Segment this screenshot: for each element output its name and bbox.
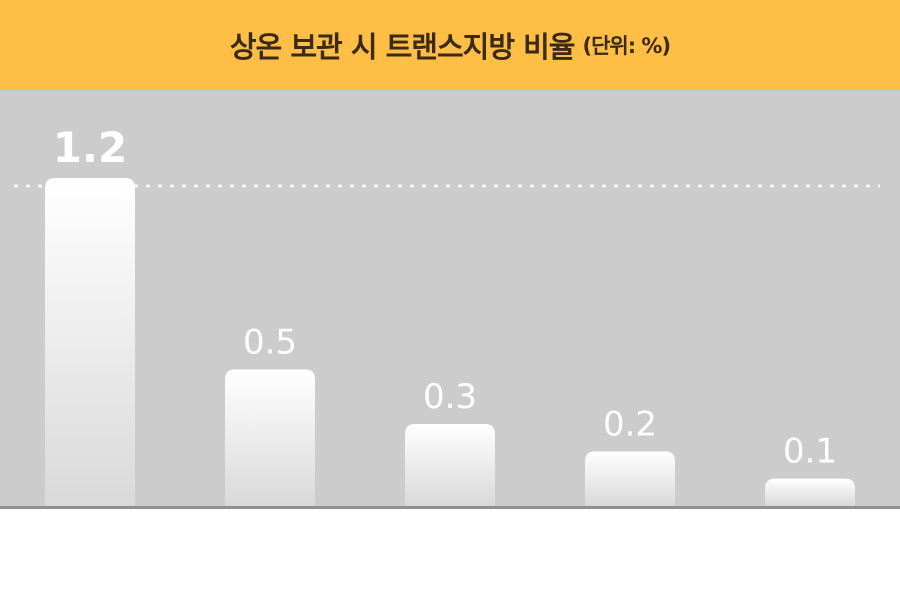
- value-label-2: 0.5: [243, 322, 297, 362]
- chart-header: 상온 보관 시 트랜스지방 비율 (단위: %): [0, 0, 900, 90]
- category-label-area: [0, 509, 900, 600]
- value-label-1: 1.2: [53, 123, 127, 172]
- value-label-5: 0.1: [783, 432, 837, 472]
- value-label-4: 0.2: [603, 404, 657, 444]
- value-label-3: 0.3: [423, 377, 477, 417]
- bar-3: [405, 424, 495, 506]
- chart-title: 상온 보관 시 트랜스지방 비율: [229, 30, 576, 64]
- bar-2: [225, 369, 315, 506]
- bar-4: [585, 451, 675, 506]
- x-axis-baseline: [0, 506, 900, 509]
- bar-5: [765, 478, 855, 506]
- bar-1: [45, 178, 135, 506]
- chart-unit: (단위: %): [582, 34, 671, 58]
